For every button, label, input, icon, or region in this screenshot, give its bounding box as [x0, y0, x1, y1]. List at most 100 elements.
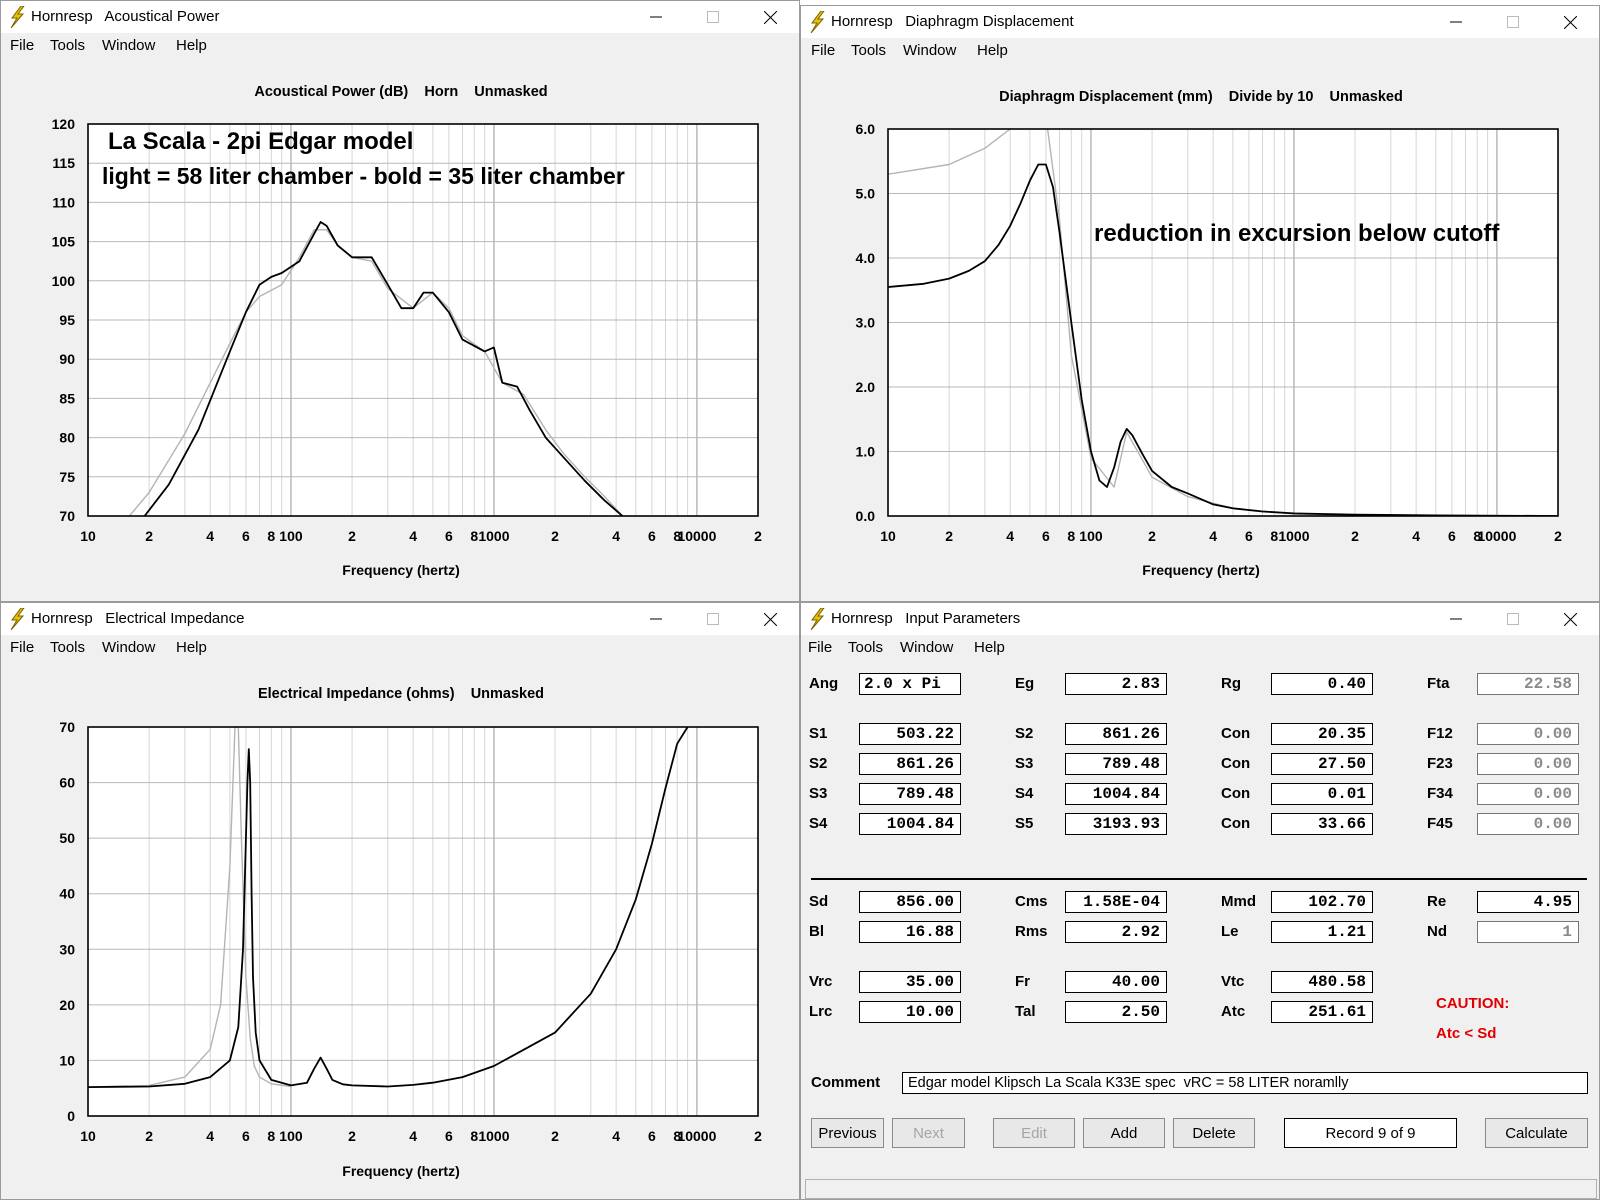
- param-field-mmd[interactable]: 102.70: [1271, 891, 1373, 913]
- delete-button[interactable]: Delete: [1173, 1118, 1255, 1148]
- param-label-nd: Nd: [1427, 923, 1447, 940]
- x-tick-label: 6: [242, 1128, 250, 1144]
- add-button[interactable]: Add: [1083, 1118, 1165, 1148]
- x-tick-label: 2: [145, 528, 153, 544]
- param-field-eg[interactable]: 2.83: [1065, 673, 1167, 695]
- param-label-s3: S3: [809, 785, 828, 802]
- maximize-button[interactable]: [690, 605, 736, 633]
- param-field-f23[interactable]: 0.00: [1477, 753, 1579, 775]
- maximize-button[interactable]: [1490, 605, 1536, 633]
- parameters-panel: CAUTION: Atc < Sd Comment Edgar model Kl…: [801, 661, 1599, 1199]
- window-title: Acoustical Power: [104, 8, 220, 25]
- param-field-le[interactable]: 1.21: [1271, 921, 1373, 943]
- title-bar[interactable]: Hornresp Diaphragm Displacement: [801, 6, 1599, 38]
- param-field-s2[interactable]: 861.26: [859, 753, 961, 775]
- x-tick-label: 10: [80, 1128, 96, 1144]
- param-field-s5[interactable]: 3193.93: [1065, 813, 1167, 835]
- menu-tools[interactable]: Tools: [50, 639, 86, 656]
- title-bar[interactable]: Hornresp Input Parameters: [801, 603, 1599, 635]
- menu-window[interactable]: Window: [102, 37, 156, 54]
- param-field-re[interactable]: 4.95: [1477, 891, 1579, 913]
- menu-tools[interactable]: Tools: [851, 42, 887, 59]
- param-field-bl[interactable]: 16.88: [859, 921, 961, 943]
- param-field-rms[interactable]: 2.92: [1065, 921, 1167, 943]
- param-field-s3[interactable]: 789.48: [1065, 753, 1167, 775]
- menu-file[interactable]: File: [808, 639, 833, 656]
- param-field-rg[interactable]: 0.40: [1271, 673, 1373, 695]
- param-field-f12[interactable]: 0.00: [1477, 723, 1579, 745]
- calculate-button[interactable]: Calculate: [1485, 1118, 1588, 1148]
- x-tick-label: 6: [648, 528, 656, 544]
- param-field-nd[interactable]: 1: [1477, 921, 1579, 943]
- minimize-button[interactable]: [633, 605, 679, 633]
- minimize-button[interactable]: [1433, 605, 1479, 633]
- x-tick-label: 10000: [677, 528, 716, 544]
- close-button[interactable]: [1547, 8, 1593, 36]
- close-button[interactable]: [747, 3, 793, 31]
- title-bar[interactable]: Hornresp Acoustical Power: [1, 1, 799, 33]
- close-button[interactable]: [1547, 605, 1593, 633]
- annotation-legend: light = 58 liter chamber - bold = 35 lit…: [102, 163, 625, 189]
- previous-button[interactable]: Previous: [811, 1118, 884, 1148]
- param-field-f34[interactable]: 0.00: [1477, 783, 1579, 805]
- param-field-con[interactable]: 0.01: [1271, 783, 1373, 805]
- caution-title: CAUTION:: [1436, 995, 1510, 1012]
- param-field-f45[interactable]: 0.00: [1477, 813, 1579, 835]
- param-label-s5: S5: [1015, 815, 1034, 832]
- param-field-lrc[interactable]: 10.00: [859, 1001, 961, 1023]
- param-field-atc[interactable]: 251.61: [1271, 1001, 1373, 1023]
- maximize-button[interactable]: [690, 3, 736, 31]
- hornresp-logo-icon: [10, 608, 25, 630]
- menu-window[interactable]: Window: [903, 42, 957, 59]
- input-parameters-window[interactable]: Hornresp Input Parameters File Tools Win…: [800, 602, 1600, 1200]
- param-field-sd[interactable]: 856.00: [859, 891, 961, 913]
- param-field-vtc[interactable]: 480.58: [1271, 971, 1373, 993]
- y-tick-label: 5.0: [856, 186, 876, 202]
- y-tick-label: 85: [59, 390, 75, 406]
- param-field-fr[interactable]: 40.00: [1065, 971, 1167, 993]
- y-tick-label: 0: [67, 1108, 75, 1124]
- param-field-con[interactable]: 33.66: [1271, 813, 1373, 835]
- acoustical-power-window[interactable]: Hornresp Acoustical Power File Tools Win…: [0, 0, 800, 602]
- param-field-ang[interactable]: 2.0 x Pi: [859, 673, 961, 695]
- param-label-mmd: Mmd: [1221, 893, 1256, 910]
- electrical-impedance-chart: Electrical Impedance (ohms) Unmasked Fre…: [59, 686, 762, 1179]
- maximize-button[interactable]: [1490, 8, 1536, 36]
- param-field-vrc[interactable]: 35.00: [859, 971, 961, 993]
- minimize-button[interactable]: [1433, 8, 1479, 36]
- param-field-s3[interactable]: 789.48: [859, 783, 961, 805]
- menu-window[interactable]: Window: [102, 639, 156, 656]
- menu-file[interactable]: File: [811, 42, 836, 59]
- menu-window[interactable]: Window: [900, 639, 954, 656]
- param-field-cms[interactable]: 1.58E-04: [1065, 891, 1167, 913]
- param-field-s1[interactable]: 503.22: [859, 723, 961, 745]
- comment-field[interactable]: Edgar model Klipsch La Scala K33E spec v…: [902, 1072, 1588, 1094]
- menu-help[interactable]: Help: [176, 37, 207, 54]
- title-bar[interactable]: Hornresp Electrical Impedance: [1, 603, 799, 635]
- param-field-s4[interactable]: 1004.84: [1065, 783, 1167, 805]
- plot-title: Diaphragm Displacement (mm) Divide by 10…: [999, 89, 1403, 105]
- menu-help[interactable]: Help: [977, 42, 1008, 59]
- param-field-s4[interactable]: 1004.84: [859, 813, 961, 835]
- edit-button[interactable]: Edit: [993, 1118, 1075, 1148]
- param-field-s2[interactable]: 861.26: [1065, 723, 1167, 745]
- menu-tools[interactable]: Tools: [848, 639, 884, 656]
- annotation-text: reduction in excursion below cutoff: [1094, 220, 1500, 247]
- param-field-fta[interactable]: 22.58: [1477, 673, 1579, 695]
- electrical-impedance-window[interactable]: Hornresp Electrical Impedance File Tools…: [0, 602, 800, 1200]
- y-tick-label: 75: [59, 469, 75, 485]
- menu-file[interactable]: File: [10, 37, 35, 54]
- param-field-con[interactable]: 27.50: [1271, 753, 1373, 775]
- menu-help[interactable]: Help: [974, 639, 1005, 656]
- x-tick-label: 10: [80, 528, 96, 544]
- param-field-con[interactable]: 20.35: [1271, 723, 1373, 745]
- close-button[interactable]: [747, 605, 793, 633]
- next-button[interactable]: Next: [892, 1118, 965, 1148]
- minimize-button[interactable]: [633, 3, 679, 31]
- menu-file[interactable]: File: [10, 639, 35, 656]
- param-label-re: Re: [1427, 893, 1447, 910]
- menu-tools[interactable]: Tools: [50, 37, 86, 54]
- diaphragm-displacement-window[interactable]: Hornresp Diaphragm Displacement File Too…: [800, 5, 1600, 602]
- param-field-tal[interactable]: 2.50: [1065, 1001, 1167, 1023]
- menu-help[interactable]: Help: [176, 639, 207, 656]
